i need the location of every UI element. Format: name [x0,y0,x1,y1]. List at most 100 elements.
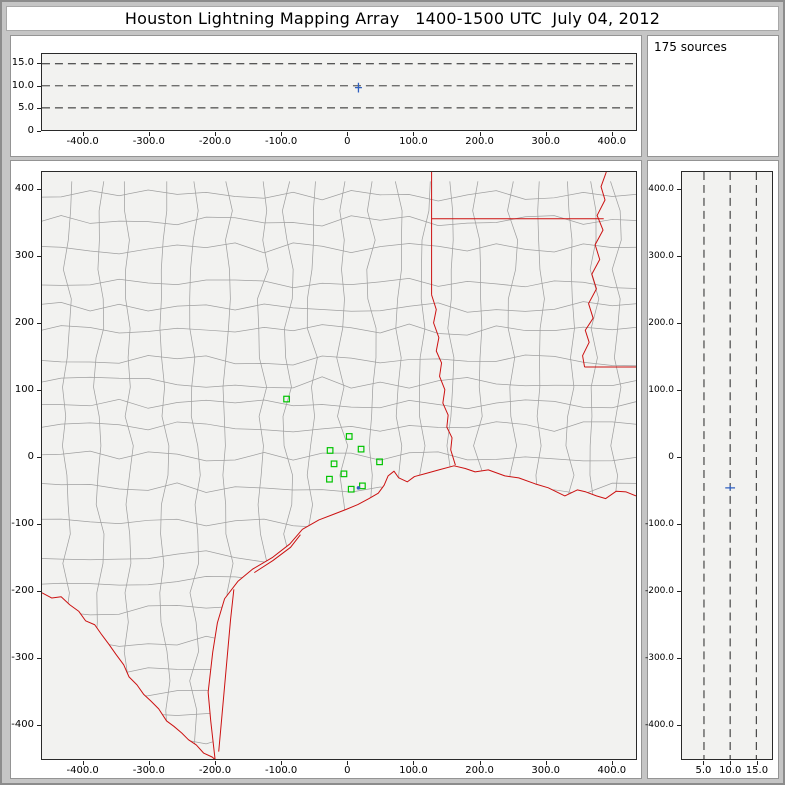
tick-mark [479,761,481,765]
tick-mark [756,761,758,765]
x-tick-label: -100.0 [264,136,298,147]
x-tick-label: -200.0 [198,765,232,776]
tick-mark [37,323,41,325]
lma-station-marker [283,395,290,403]
mississippi-river [582,172,607,368]
tick-mark [677,189,681,191]
source-cluster-dot [356,486,361,490]
lma-station-marker [359,482,366,490]
x-tick-label: 0 [344,136,351,147]
y-tick-label: 400.0 [648,184,674,195]
lma-station-marker [326,447,334,454]
x-tick-label: 300.0 [531,136,561,147]
tick-mark [677,591,681,593]
x-tick-label: -400.0 [66,765,99,776]
tick-mark [677,524,681,526]
altitude-ew-panel: -400.0 -300.0 -200.0 -100.0 0 100.0 200.0 300.0… [10,35,642,157]
tick-mark [214,132,216,136]
x-tick-label: 400.0 [597,136,627,147]
y-tick-label: 0 [27,125,34,136]
altitude-ew-plot [41,53,637,131]
lma-station-marker [357,445,365,453]
coastline [207,465,636,759]
title-bar: Houston Lightning Mapping Array 1400-150… [6,6,779,31]
tick-mark [677,658,681,660]
y-tick-label: -100 [11,518,34,530]
map-svg [42,172,636,759]
x-tick-label: -100.0 [264,765,298,776]
tick-mark [37,390,41,392]
tick-mark [545,132,547,136]
y-tick-label: -100.0 [644,519,674,530]
x-tick-label: 0 [344,765,351,776]
y-tick-label: 0 [27,451,34,463]
tick-mark [545,761,547,765]
altitude-ew-svg [42,63,636,109]
tick-mark [611,132,613,136]
lma-station-marker [347,485,355,493]
y-tick-label: -200 [11,585,34,597]
x-tick-label: 200.0 [465,765,494,776]
tick-mark [347,761,349,765]
tick-mark [148,761,150,765]
y-tick-label: 200 [14,317,34,329]
tick-mark [611,761,613,765]
lma-station-marker [345,433,353,440]
map-panel: -400.0 -300.0 -200.0 -100.0 0 100.0 200.0 300.0… [10,160,642,779]
tick-mark [281,761,283,765]
tick-mark [479,132,481,136]
tick-mark [413,761,415,765]
x-tick-label: 100.0 [399,136,428,147]
x-tick-label: -200.0 [198,136,232,147]
y-tick-label: 300.0 [648,251,674,262]
tick-mark [214,761,216,765]
tick-mark [37,256,41,258]
county-boundaries [42,181,636,759]
y-tick-label: -300 [11,652,34,664]
tick-mark [37,108,41,110]
rio-grande [42,592,216,759]
page-title: Houston Lightning Mapping Array 1400-150… [124,9,661,28]
tick-mark [37,658,41,660]
y-tick-label: 10.0 [11,79,34,91]
x-tick-label: 300.0 [531,765,561,776]
sabine-river [431,294,456,466]
y-tick-label: 0 [668,452,674,463]
tick-mark [677,725,681,727]
tick-mark [37,457,41,459]
barrier-island [218,589,235,752]
tick-mark [82,761,84,765]
barrier-island [254,534,301,574]
x-tick-label: 400.0 [597,765,627,776]
y-tick-label: -200.0 [644,586,674,597]
lma-station-marker [326,475,333,483]
tick-mark [677,323,681,325]
y-tick-label: -400.0 [644,720,674,731]
x-tick-label: 100.0 [399,765,428,776]
tick-mark [37,131,41,132]
y-tick-label: 15.0 [11,56,34,68]
tick-mark [413,132,415,136]
altitude-ns-svg [703,172,757,759]
lma-station-marker [340,470,348,478]
sources-count-panel: 175 sources [647,35,779,157]
tick-mark [281,132,283,136]
tick-mark [37,725,41,727]
y-tick-label: 200.0 [648,318,674,329]
y-tick-label: 5.0 [18,102,34,114]
lma-station-marker [376,458,383,466]
source-cluster-marker [725,485,736,491]
tick-mark [703,761,705,765]
tick-mark [82,132,84,136]
x-tick-label: 200.0 [465,136,494,147]
tick-mark [148,132,150,136]
tick-mark [37,524,41,526]
map-plot [41,171,637,760]
y-tick-label: 100.0 [648,385,674,396]
x-tick-label: -300.0 [132,765,165,776]
tick-mark [37,591,41,593]
tick-mark [677,256,681,258]
tick-mark [347,132,349,136]
tick-mark [677,390,681,392]
